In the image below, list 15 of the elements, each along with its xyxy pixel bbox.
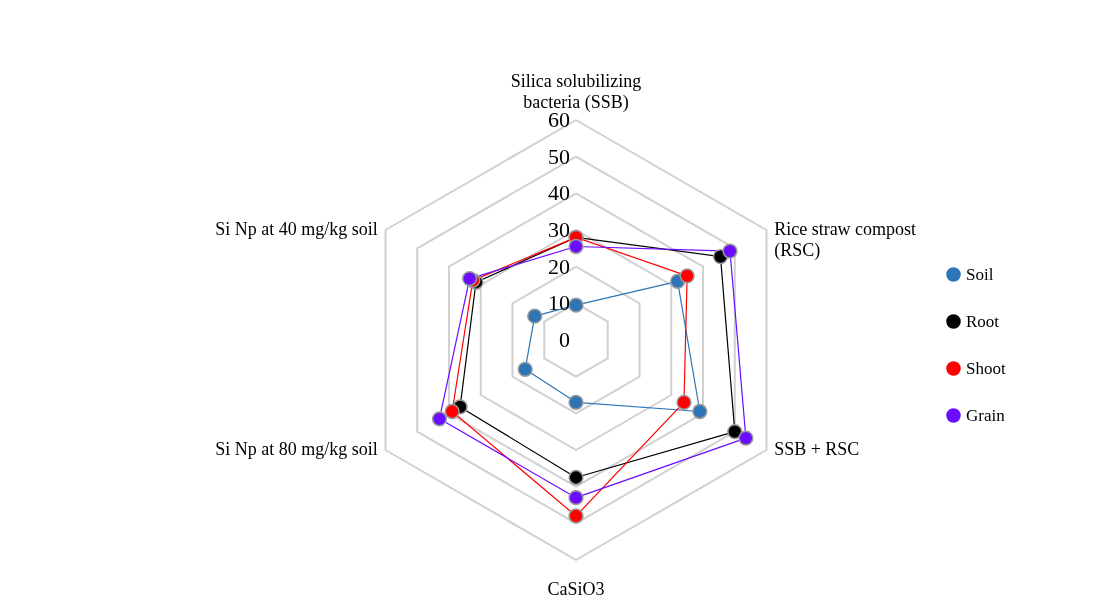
- legend-label: Root: [966, 311, 1000, 331]
- spoke-label: Si Np at 80 mg/kg soil: [215, 439, 378, 459]
- y-tick-label: 20: [548, 253, 570, 279]
- spoke-label: Si Np at 40 mg/kg soil: [215, 219, 378, 239]
- spoke-label: SSB + RSC: [774, 439, 860, 459]
- legend-label: Shoot: [966, 358, 1006, 378]
- spoke-label: CaSiO3: [547, 579, 605, 600]
- y-tick-label: 40: [548, 180, 570, 206]
- legend-label: Soil: [966, 264, 994, 284]
- y-tick-label: 0: [559, 327, 570, 352]
- legend-label: Grain: [966, 405, 1006, 425]
- spoke-label: Rice straw compost (RSC): [774, 219, 917, 261]
- y-tick-label: 50: [548, 143, 570, 169]
- y-tick-label: 30: [548, 217, 570, 242]
- y-tick-label: 10: [548, 290, 570, 316]
